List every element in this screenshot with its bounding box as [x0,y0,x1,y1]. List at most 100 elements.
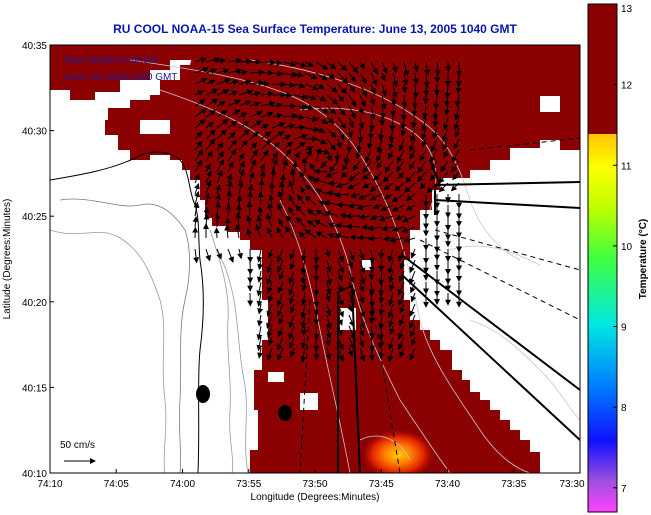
current-vector [238,152,245,162]
current-vector [266,347,273,361]
current-vector [315,138,327,145]
current-vector [362,182,372,189]
current-vector [455,72,462,87]
current-vector [410,292,417,303]
current-vector [293,104,309,111]
current-vector [337,270,343,282]
y-tick-label: 40:30 [22,127,47,138]
current-vector [256,292,263,307]
current-vector [326,138,337,151]
y-axis-ticks: 40:35 40:30 40:25 40:20 40:15 40:10 [22,41,54,480]
current-vector [409,303,416,317]
current-vectors [192,56,463,363]
current-vector [256,281,263,297]
current-vector [384,160,394,173]
current-vector [193,201,200,217]
current-vector [266,325,273,338]
current-vector [282,123,296,130]
current-vector [370,72,378,87]
current-vector [276,227,284,239]
current-vector [337,61,348,72]
current-vector [397,171,405,179]
y-tick-label: 40:35 [22,41,47,52]
current-vector [226,190,233,206]
current-vector [388,149,394,160]
x-tick-label: 73:30 [559,479,584,490]
current-vector [288,206,295,217]
current-vector [256,248,263,263]
current-vector [337,105,346,116]
current-vector [249,142,258,151]
current-vector [293,71,304,78]
current-vector [361,224,372,231]
current-vector [282,92,293,99]
current-vector [369,105,376,121]
current-vector [378,281,385,297]
current-vector [389,237,405,243]
current-vector [429,171,438,181]
current-vector [271,121,286,129]
current-vector [260,101,276,107]
current-vector [277,190,284,206]
colorbar-tick-label: 13 [621,4,633,15]
current-vector [359,83,367,98]
current-vector [304,229,317,239]
current-vector [249,158,257,173]
colorbar-tick-label: 8 [621,403,627,414]
current-vector [450,160,460,173]
current-vector [282,71,298,78]
map-title: RU COOL NOAA-15 Sea Surface Temperature:… [113,22,517,36]
current-vector [383,182,394,191]
current-vector [347,182,361,190]
current-vector [453,116,460,131]
current-vector [378,259,385,272]
current-vector [324,336,331,347]
x-tick-label: 73:50 [302,479,327,490]
current-vector [276,336,284,351]
current-vector [238,69,248,76]
current-vector [326,105,337,115]
current-vector [389,325,395,336]
no-data-patch [140,120,170,134]
current-vector [315,147,322,162]
current-vector [399,347,405,359]
current-vector [392,72,399,88]
colorbar-ticks: 13 12 11 10 9 8 7 [613,3,633,495]
current-vector [304,195,317,206]
current-vector [249,90,262,97]
current-vector [325,281,332,296]
current-vector [369,336,376,352]
current-vector [205,56,221,63]
current-vector [304,126,320,133]
current-vector [337,281,343,293]
current-vector [293,114,305,121]
current-vector [438,182,449,193]
colorbar-top-band [588,4,617,134]
current-vector [216,129,228,140]
current-vector [409,281,416,294]
current-vector [368,281,375,296]
colorbar-border [587,3,618,513]
current-vector [348,248,355,262]
current-vector [412,61,419,73]
current-vector [266,213,273,228]
current-vector [216,58,227,65]
current-vector [421,116,428,132]
current-vector [205,110,217,118]
current-vector [266,226,273,239]
current-vector [285,226,295,239]
current-vector [368,116,375,132]
current-vector [194,159,202,173]
current-vector [357,127,364,143]
current-vector [313,325,320,341]
current-vector [337,292,344,307]
current-vector [397,281,405,296]
x-tick-label: 73:45 [369,479,394,490]
current-vector [381,225,394,232]
current-vector [260,111,274,118]
current-vector [359,314,366,329]
current-vector [315,72,328,81]
current-vector [307,208,317,217]
current-vector [248,171,255,184]
